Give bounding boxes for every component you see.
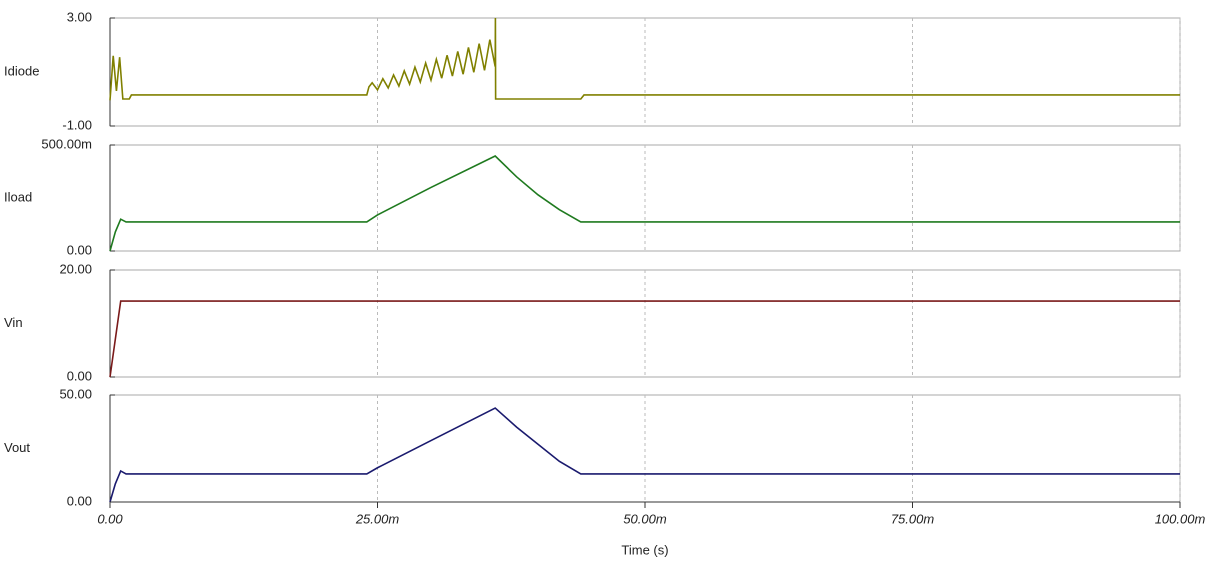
x-tick-label: 25.00m bbox=[355, 511, 400, 526]
series-line bbox=[109, 407, 1180, 503]
x-axis-label: Time (s) bbox=[621, 542, 668, 557]
series-line bbox=[109, 17, 1180, 101]
series-label: Vout bbox=[4, 440, 30, 455]
series-line bbox=[109, 155, 1180, 252]
x-tick-label: 50.00m bbox=[623, 511, 667, 526]
x-tick-label: 0.00 bbox=[97, 511, 123, 526]
x-tick-label: 100.00m bbox=[1155, 511, 1206, 526]
y-tick-label: 0.00 bbox=[67, 368, 92, 383]
y-tick-label: 0.00 bbox=[67, 242, 92, 257]
y-tick-label: 20.00 bbox=[59, 261, 92, 276]
series-line bbox=[109, 300, 1180, 378]
y-tick-label: -1.00 bbox=[62, 117, 92, 132]
y-tick-label: 0.00 bbox=[67, 493, 92, 508]
series-label: Idiode bbox=[4, 63, 39, 78]
y-tick-label: 50.00 bbox=[59, 386, 92, 401]
y-tick-label: 3.00 bbox=[67, 9, 92, 24]
series-label: Vin bbox=[4, 315, 23, 330]
series-label: Iload bbox=[4, 189, 32, 204]
x-tick-label: 75.00m bbox=[891, 511, 935, 526]
y-tick-label: 500.00m bbox=[41, 136, 92, 151]
